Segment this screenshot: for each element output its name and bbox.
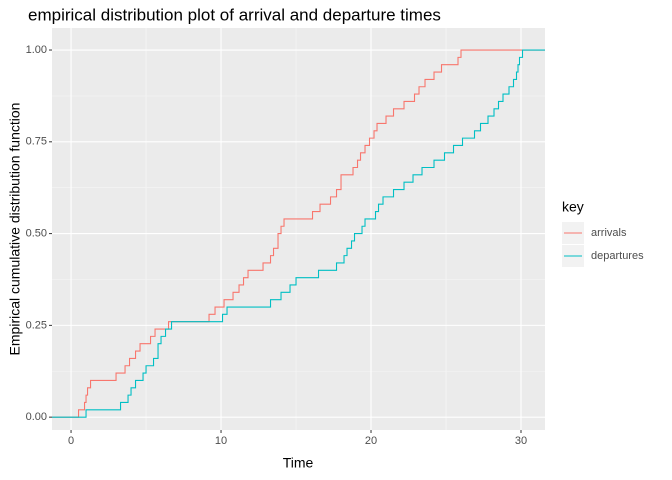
x-tick-label: 0 xyxy=(68,435,74,447)
ecdf-line xyxy=(52,49,545,418)
panel xyxy=(52,28,545,430)
y-tick-label: 0.00 xyxy=(26,411,47,423)
legend-label: departures xyxy=(591,250,644,262)
marks xyxy=(52,49,545,418)
y-tick-label: 0.50 xyxy=(26,227,47,239)
grid xyxy=(52,28,545,430)
x-tick-label: 20 xyxy=(365,435,377,447)
chart-title: empirical distribution plot of arrival a… xyxy=(28,5,441,24)
legend-label: arrivals xyxy=(591,227,627,239)
x-tick-label: 30 xyxy=(515,435,527,447)
x-axis-title: Time xyxy=(283,455,314,471)
y-tick-label: 0.25 xyxy=(26,319,47,331)
y-axis-title: Empirical cumulative distribution functi… xyxy=(7,103,23,356)
x-tick-label: 10 xyxy=(215,435,227,447)
y-tick-label: 1.00 xyxy=(26,44,47,56)
legend-title: key xyxy=(562,199,584,215)
y-tick-label: 0.75 xyxy=(26,136,47,148)
ecdf-line xyxy=(52,49,545,418)
legend: arrivals departures xyxy=(562,222,644,267)
